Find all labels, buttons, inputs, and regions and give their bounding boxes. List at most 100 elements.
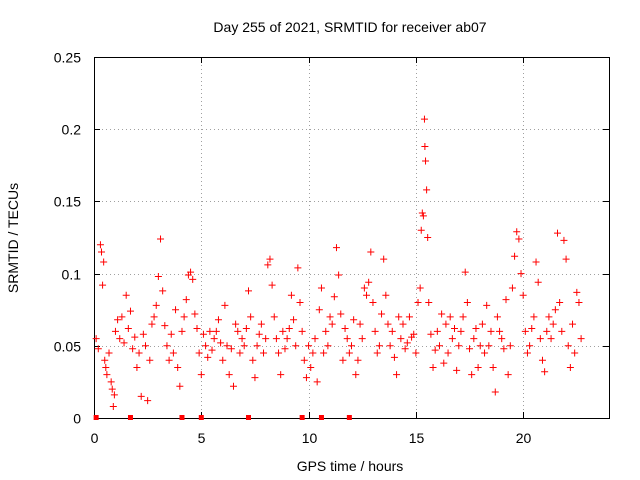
data-point xyxy=(350,316,358,324)
data-point xyxy=(309,349,317,357)
data-point xyxy=(281,345,289,353)
data-point xyxy=(429,363,437,371)
data-point xyxy=(453,366,461,374)
data-point xyxy=(105,349,113,357)
data-point xyxy=(294,264,302,272)
data-point xyxy=(564,342,572,350)
data-point xyxy=(378,310,386,318)
y-tick-label: 0.15 xyxy=(54,194,81,210)
data-point xyxy=(521,327,529,335)
x-tick-label: 20 xyxy=(516,430,532,446)
data-point xyxy=(242,324,250,332)
data-point xyxy=(212,327,220,335)
data-point xyxy=(375,342,383,350)
data-point xyxy=(476,342,484,350)
data-point xyxy=(444,349,452,357)
data-point xyxy=(481,349,489,357)
data-point xyxy=(131,333,139,341)
plot-frame xyxy=(94,57,610,419)
data-point xyxy=(500,345,508,353)
data-point xyxy=(528,324,536,332)
data-point xyxy=(279,327,287,335)
data-point xyxy=(144,397,152,405)
data-point xyxy=(502,296,510,304)
data-point xyxy=(251,374,259,382)
data-point xyxy=(446,313,454,321)
data-point xyxy=(382,291,390,299)
baseline-markers xyxy=(93,415,352,420)
data-point xyxy=(317,284,325,292)
data-point xyxy=(126,307,134,315)
data-point xyxy=(178,327,186,335)
data-point xyxy=(100,258,108,266)
data-point xyxy=(193,324,201,332)
data-point xyxy=(442,320,450,328)
data-point xyxy=(496,327,504,335)
data-point xyxy=(487,327,495,335)
data-point xyxy=(154,272,162,280)
data-point xyxy=(410,330,418,338)
data-points xyxy=(92,115,585,410)
x-tick-label: 15 xyxy=(409,430,425,446)
data-point xyxy=(412,349,420,357)
data-point xyxy=(416,284,424,292)
chart-title: Day 255 of 2021, SRMTID for receiver ab0… xyxy=(213,19,486,35)
data-point xyxy=(369,298,377,306)
data-point xyxy=(466,345,474,353)
data-point xyxy=(417,226,425,234)
data-point xyxy=(530,313,538,321)
data-point xyxy=(566,363,574,371)
data-point xyxy=(485,342,493,350)
data-point xyxy=(420,115,428,123)
data-point xyxy=(371,327,379,335)
data-point xyxy=(425,298,433,306)
data-point xyxy=(223,342,231,350)
data-point xyxy=(457,327,465,335)
data-point xyxy=(448,335,456,343)
data-point xyxy=(232,320,240,328)
baseline-marker xyxy=(198,415,204,420)
data-point xyxy=(393,371,401,379)
data-point xyxy=(511,252,519,260)
data-point xyxy=(358,335,366,343)
data-point xyxy=(199,330,207,338)
baseline-marker xyxy=(93,415,99,420)
data-point xyxy=(399,320,407,328)
data-point xyxy=(352,371,360,379)
data-point xyxy=(249,356,257,364)
data-point xyxy=(403,339,411,347)
data-point xyxy=(575,298,583,306)
data-point xyxy=(94,345,102,353)
data-point xyxy=(234,327,242,335)
data-point xyxy=(470,335,478,343)
data-point xyxy=(157,235,165,243)
data-point xyxy=(461,268,469,276)
data-point xyxy=(545,313,553,321)
data-point xyxy=(498,335,506,343)
data-point xyxy=(204,353,212,361)
data-point xyxy=(257,320,265,328)
data-point xyxy=(435,342,443,350)
data-point xyxy=(483,301,491,309)
data-point xyxy=(468,371,476,379)
data-point xyxy=(268,281,276,289)
data-point xyxy=(122,291,130,299)
data-point xyxy=(360,284,368,292)
data-point xyxy=(474,363,482,371)
data-point xyxy=(523,349,531,357)
x-tick-label: 0 xyxy=(91,430,99,446)
data-point xyxy=(504,371,512,379)
data-point xyxy=(124,324,132,332)
data-point xyxy=(266,255,274,263)
data-point xyxy=(536,335,544,343)
data-point xyxy=(208,346,216,354)
data-point xyxy=(330,293,338,301)
data-point xyxy=(311,335,319,343)
data-point xyxy=(459,313,467,321)
data-point xyxy=(264,261,272,269)
data-point xyxy=(180,313,188,321)
grid-layer xyxy=(94,57,609,418)
data-point xyxy=(551,306,559,314)
data-point xyxy=(285,324,293,332)
